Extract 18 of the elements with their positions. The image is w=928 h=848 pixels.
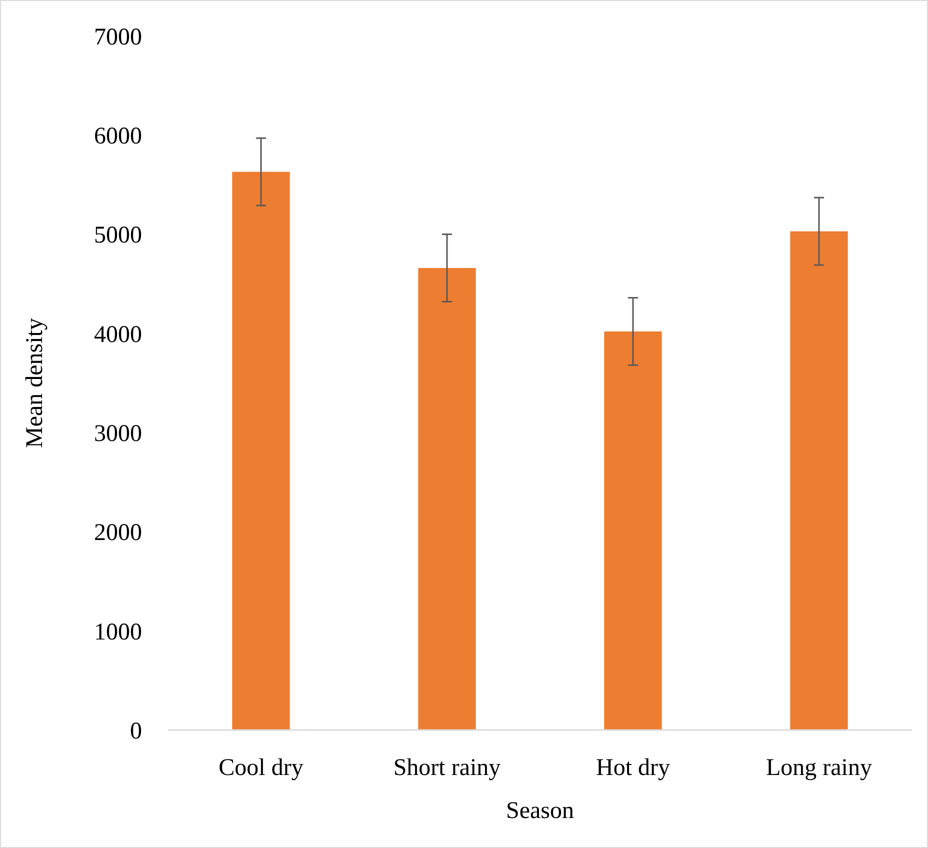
y-tick-label: 3000	[94, 420, 142, 447]
x-tick-label: Short rainy	[393, 755, 501, 781]
y-tick-label: 5000	[94, 222, 142, 249]
y-tick-label: 0	[130, 718, 142, 744]
y-tick-label: 1000	[94, 619, 142, 646]
y-tick-label: 6000	[94, 124, 142, 150]
bar	[232, 172, 290, 730]
x-tick-label: Hot dry	[596, 755, 670, 781]
x-tick-label: Cool dry	[218, 755, 304, 781]
bar	[790, 231, 848, 730]
y-tick-label: 2000	[94, 520, 142, 546]
y-tick-label: 4000	[94, 322, 142, 348]
y-tick-label: 7000	[94, 24, 142, 50]
y-axis-title: Mean density	[22, 318, 48, 448]
x-tick-label: Long rainy	[766, 755, 872, 781]
bar	[604, 331, 662, 730]
bar	[418, 268, 476, 730]
x-axis-title: Season	[506, 798, 574, 824]
